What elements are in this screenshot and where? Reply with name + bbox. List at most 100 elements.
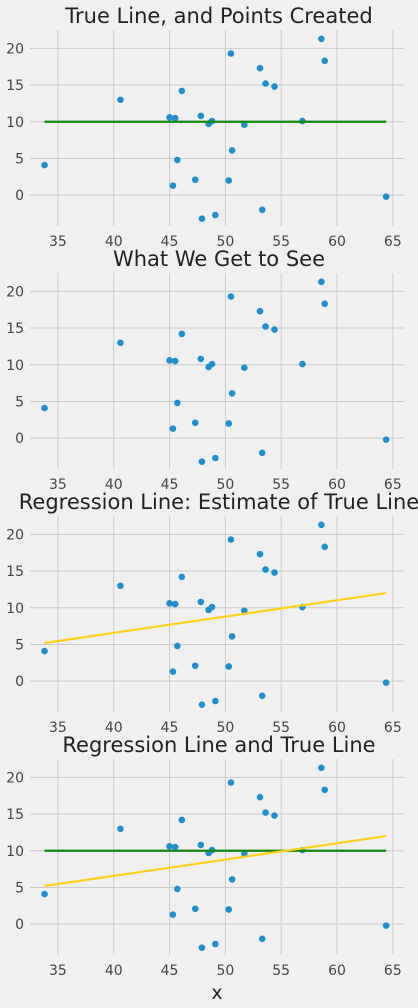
- panel-2-data-point: [383, 436, 390, 443]
- panel-4-data-point: [174, 886, 181, 893]
- panel-1-data-point: [212, 212, 219, 219]
- panel-2-data-point: [321, 301, 328, 308]
- panel-4-data-point: [199, 944, 206, 951]
- panel-2-title: What We Get to See: [113, 247, 325, 271]
- panel-4-x-tick-label: 45: [161, 963, 179, 979]
- panel-3-y-tick-label: 10: [6, 601, 24, 617]
- panel-2-data-point: [199, 458, 206, 465]
- panel-2-y-tick-label: 20: [6, 284, 24, 300]
- panel-3-data-point: [179, 574, 186, 581]
- panel-1-y-tick-label: 5: [15, 151, 24, 167]
- panel-4-x-tick-label: 35: [49, 963, 67, 979]
- panel-4-x-tick-label: 50: [216, 963, 234, 979]
- panel-1-y-tick-label: 20: [6, 41, 24, 57]
- panel-4-data-point: [192, 905, 199, 912]
- panel-2-data-point: [209, 361, 216, 368]
- panel-4-data-point: [228, 779, 235, 786]
- panel-3-data-point: [225, 663, 232, 670]
- panel-1-data-point: [174, 157, 181, 164]
- panel-1-data-point: [318, 36, 325, 43]
- panel-2-data-point: [262, 323, 269, 330]
- panel-2-data-point: [166, 357, 173, 364]
- panel-2-y-tick-label: 15: [6, 321, 24, 337]
- panel-3-data-point: [117, 582, 124, 589]
- panel-4-data-point: [259, 936, 266, 943]
- panel-4-data-point: [179, 817, 186, 824]
- panel-1-title: True Line, and Points Created: [64, 4, 372, 28]
- panel-1-data-point: [262, 80, 269, 87]
- panel-3-data-point: [318, 522, 325, 529]
- panel-4-y-tick-label: 10: [6, 844, 24, 860]
- panel-4-data-point: [321, 787, 328, 794]
- panel-3-data-point: [212, 698, 219, 705]
- panel-2-data-point: [229, 390, 236, 397]
- panel-4-y-tick-label: 20: [6, 770, 24, 786]
- panel-1-data-point: [259, 207, 266, 214]
- panel-4-data-point: [262, 809, 269, 816]
- panel-1-data-point: [172, 115, 179, 122]
- panel-2-data-point: [257, 308, 264, 315]
- panel-3-data-point: [192, 662, 199, 669]
- panel-4-x-tick-label: 60: [328, 963, 346, 979]
- panel-1-y-tick-label: 10: [6, 115, 24, 131]
- panel-2-data-point: [225, 420, 232, 427]
- panel-3-data-point: [198, 599, 205, 606]
- panel-1-x-tick-label: 35: [49, 234, 67, 250]
- panel-3-data-point: [262, 566, 269, 573]
- panel-2-data-point: [41, 405, 48, 412]
- panel-3-y-tick-label: 15: [6, 564, 24, 580]
- panel-1-data-point: [199, 215, 206, 222]
- panel-4-y-tick-label: 15: [6, 807, 24, 823]
- panel-2-data-point: [259, 450, 266, 457]
- panel-3-data-point: [174, 643, 181, 650]
- panel-1-background: [30, 30, 404, 226]
- panel-2-data-point: [117, 339, 124, 346]
- panel-3-data-point: [166, 600, 173, 607]
- panel-2-data-point: [174, 400, 181, 407]
- panel-3-data-point: [41, 648, 48, 655]
- panel-2-data-point: [228, 293, 235, 300]
- panel-3-data-point: [170, 668, 177, 675]
- panel-3-data-point: [321, 544, 328, 551]
- panel-3-y-tick-label: 20: [6, 527, 24, 543]
- panel-2-data-point: [198, 356, 205, 363]
- panel-4-data-point: [257, 794, 264, 801]
- panel-1-x-tick-label: 65: [384, 234, 402, 250]
- panel-3-data-point: [172, 601, 179, 608]
- panel-1-data-point: [117, 96, 124, 103]
- panel-4-x-tick-label: 40: [105, 963, 123, 979]
- panel-1-data-point: [229, 147, 236, 154]
- panel-1-data-point: [192, 176, 199, 183]
- panel-1-data-point: [321, 58, 328, 65]
- panel-3-data-point: [229, 633, 236, 640]
- panel-4-data-point: [212, 941, 219, 948]
- panel-4-data-point: [41, 891, 48, 898]
- panel-3-data-point: [383, 679, 390, 686]
- panel-4-data-point: [225, 906, 232, 913]
- panel-1-data-point: [198, 113, 205, 120]
- panel-2-y-tick-label: 5: [15, 394, 24, 410]
- panel-4-data-point: [117, 825, 124, 832]
- panel-3-data-point: [209, 604, 216, 611]
- panel-3-data-point: [257, 551, 264, 558]
- panel-1-x-tick-label: 60: [328, 234, 346, 250]
- panel-2-y-tick-label: 10: [6, 358, 24, 374]
- panel-1-data-point: [225, 177, 232, 184]
- panel-2-y-tick-label: 0: [15, 431, 24, 447]
- panel-2-data-point: [241, 364, 248, 371]
- panel-4-background: [30, 759, 404, 955]
- panel-2-data-point: [318, 279, 325, 286]
- panel-3-data-point: [199, 701, 206, 708]
- panel-4-y-tick-label: 5: [15, 880, 24, 896]
- panel-2-data-point: [172, 358, 179, 365]
- panel-1-data-point: [271, 83, 278, 90]
- panel-4-data-point: [172, 844, 179, 851]
- panel-1-data-point: [257, 65, 264, 72]
- panel-2-data-point: [299, 361, 306, 368]
- panel-2-data-point: [271, 326, 278, 333]
- panel-2-data-point: [179, 331, 186, 338]
- panel-2-data-point: [212, 455, 219, 462]
- panel-4-data-point: [383, 922, 390, 929]
